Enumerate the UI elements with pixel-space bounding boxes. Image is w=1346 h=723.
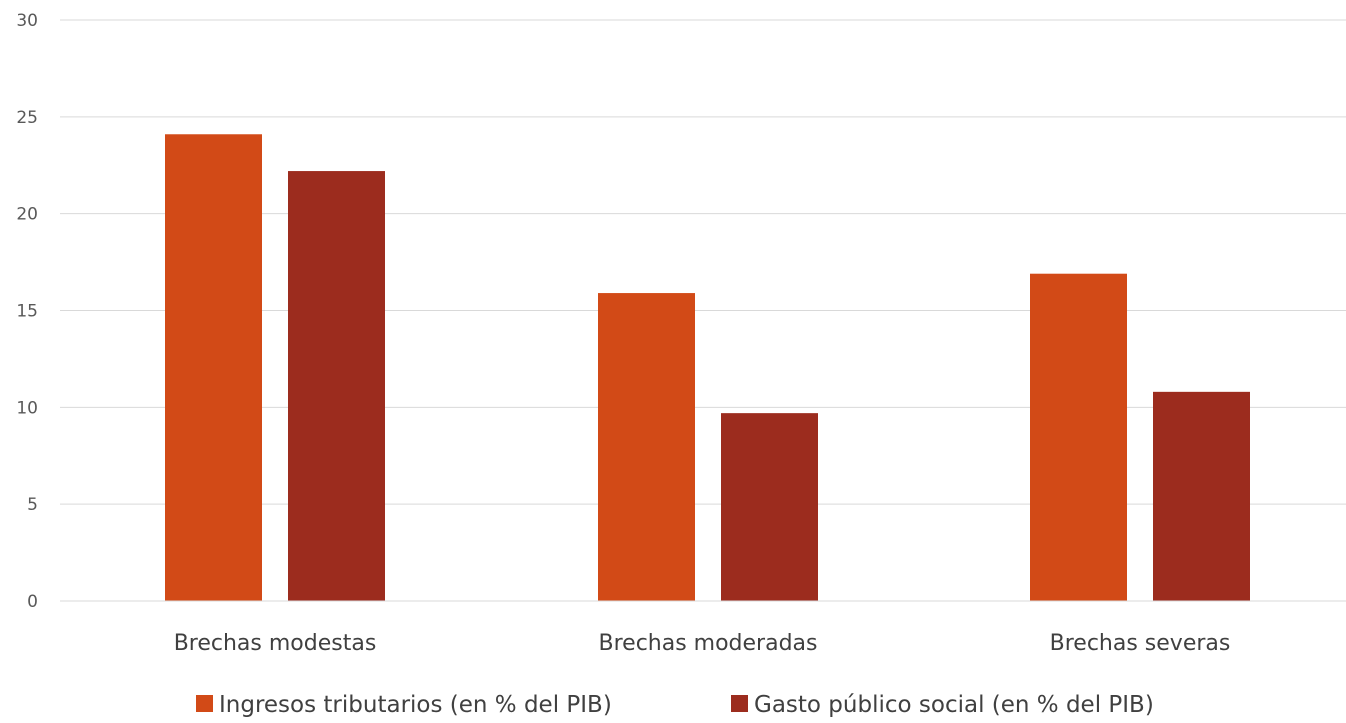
category-label-1: Brechas moderadas (599, 631, 818, 656)
legend-swatch-0 (196, 695, 213, 712)
legend-label-0: Ingresos tributarios (en % del PIB) (219, 692, 612, 718)
category-labels: Brechas modestas Brechas moderadas Brechas… (174, 631, 1231, 656)
category-label-2: Brechas severas (1050, 631, 1231, 656)
bar-gasto-1 (721, 413, 818, 601)
y-tick-label-10: 10 (16, 398, 38, 418)
y-axis-tick-labels: 0 5 10 15 20 25 30 (16, 11, 38, 612)
y-tick-label-25: 25 (16, 108, 38, 128)
bar-ingresos-1 (598, 293, 695, 601)
category-label-0: Brechas modestas (174, 631, 377, 656)
y-tick-label-30: 30 (16, 11, 38, 31)
y-tick-label-0: 0 (27, 592, 38, 612)
y-tick-label-5: 5 (27, 495, 38, 515)
bar-ingresos-2 (1030, 273, 1127, 601)
gridlines (60, 19, 1346, 505)
y-tick-label-15: 15 (16, 302, 38, 322)
bar-ingresos-0 (165, 134, 262, 601)
bars (165, 134, 1250, 601)
legend-swatch-1 (731, 695, 748, 712)
bar-gasto-2 (1153, 391, 1250, 601)
bar-gasto-0 (288, 171, 385, 601)
legend-label-1: Gasto público social (en % del PIB) (754, 692, 1154, 718)
legend: Ingresos tributarios (en % del PIB) Gasto… (196, 692, 1154, 718)
y-tick-label-20: 20 (16, 205, 38, 225)
